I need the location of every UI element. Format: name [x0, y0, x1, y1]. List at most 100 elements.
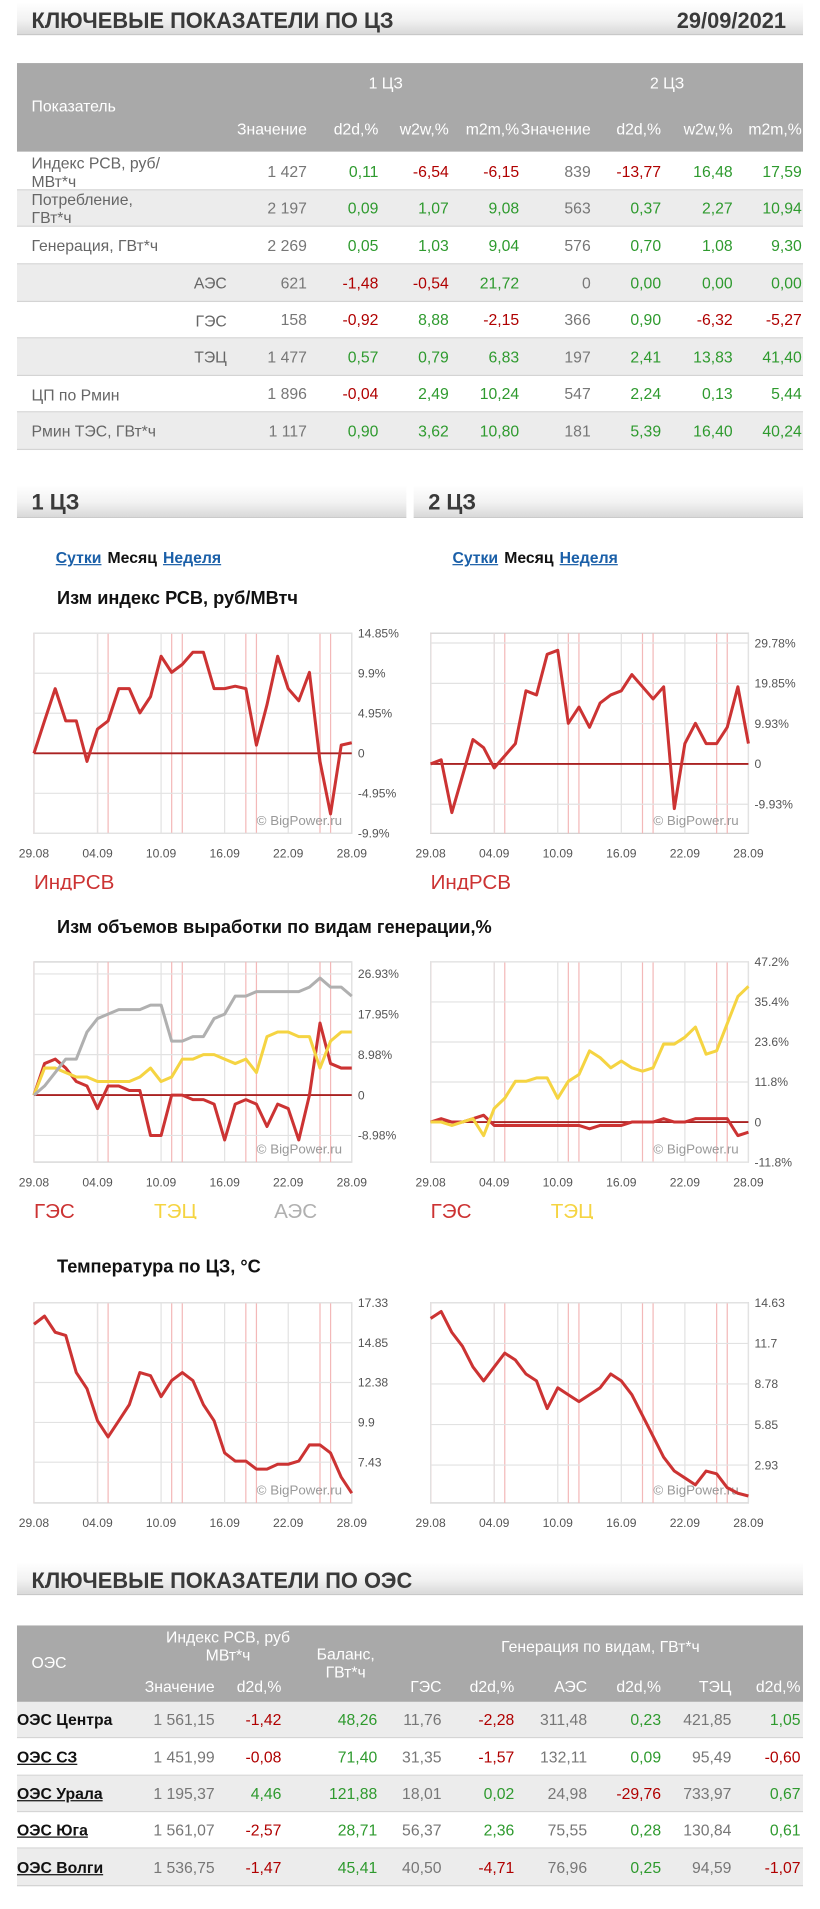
table-cell: 563	[564, 198, 591, 218]
y-tick-label: 0	[754, 1115, 761, 1129]
subcolumn-header: m2m,%	[465, 120, 520, 139]
subcolumn-header: ГЭС	[410, 1677, 442, 1696]
table-cell: -2,57	[245, 1820, 282, 1839]
x-tick-label: 04.09	[82, 1175, 113, 1189]
table-cell: 1 896	[267, 384, 307, 403]
watermark: © BigPower.ru	[257, 813, 342, 828]
table-cell: 0,13	[701, 384, 733, 403]
row-label: АЭС	[193, 274, 227, 293]
group-header: Индекс РСВ, руб МВт*ч	[166, 1627, 291, 1665]
zone-bar: 1 ЦЗ	[16, 485, 407, 518]
table-cell: 31,35	[402, 1747, 442, 1767]
table-cell: 10,24	[479, 384, 520, 403]
x-tick-label: 28.09	[733, 847, 764, 861]
table-cell: 24,98	[547, 1784, 588, 1803]
period-link[interactable]: Сутки	[55, 548, 102, 567]
table-cell: 3,62	[418, 422, 449, 441]
y-tick-label: 23.6%	[754, 1035, 789, 1049]
subcolumn-header: АЭС	[554, 1677, 588, 1696]
table-row	[16, 1738, 804, 1776]
series-line	[32, 1021, 352, 1142]
table-cell: -1,48	[342, 274, 379, 293]
table-cell: -5,27	[765, 310, 802, 329]
table-row	[16, 264, 804, 303]
table-row	[16, 1701, 804, 1739]
table-cell: 1 195,37	[153, 1784, 215, 1803]
table-cell: 1 477	[267, 348, 307, 367]
table-cell: -2,15	[483, 310, 520, 329]
period-link[interactable]: Неделя	[162, 548, 222, 567]
chart: 29.08 04.09 10.09 16.09 22.09 28.09 29.78% 19.8…	[415, 632, 796, 890]
table-cell: 95,49	[691, 1747, 732, 1767]
table-cell: 75,55	[547, 1820, 588, 1839]
y-tick-label: 8.78	[754, 1377, 778, 1391]
y-tick-label: 35.4%	[754, 995, 789, 1009]
group-header: Генерация по видам, ГВт*ч	[501, 1637, 700, 1656]
series-line	[430, 1113, 749, 1138]
x-tick-label: 16.09	[209, 1175, 240, 1189]
legend-label: АЭС	[274, 1200, 317, 1219]
table-cell: 1 427	[267, 162, 307, 181]
table-cell: 11,76	[403, 1710, 442, 1729]
y-tick-label: 11.7	[754, 1337, 777, 1351]
table-cell: 1 536,75	[153, 1858, 215, 1877]
x-tick-label: 04.09	[479, 1175, 510, 1189]
table-cell: 0,25	[630, 1858, 662, 1877]
table-cell: 132,11	[540, 1747, 588, 1767]
subcolumn-header: w2w,%	[399, 120, 449, 139]
table-cell: 16,48	[693, 162, 733, 181]
x-tick-label: 10.09	[146, 1175, 177, 1189]
table-cell: 0,37	[630, 198, 662, 218]
chart: 29.08 04.09 10.09 16.09 22.09 28.09 14.85% 9.9%…	[19, 626, 399, 890]
table-cell: -13,77	[616, 162, 662, 181]
table-cell: 10,80	[479, 422, 520, 441]
table-cell: 17,59	[762, 162, 802, 181]
table-cell: 0,02	[483, 1784, 515, 1803]
x-tick-label: 10.09	[543, 847, 574, 861]
table-cell: 0,57	[347, 348, 379, 367]
oes-name[interactable]: ОЭС Юга	[16, 1820, 88, 1839]
x-tick-label: 04.09	[82, 1516, 113, 1530]
y-tick-label: -4.95%	[358, 787, 397, 801]
table-cell: 13,83	[693, 348, 733, 367]
oes-name: ОЭС Центра	[16, 1710, 113, 1729]
x-tick-label: 22.09	[670, 1516, 701, 1530]
watermark: © BigPower.ru	[653, 813, 738, 828]
table-cell: -29,76	[616, 1784, 662, 1803]
y-tick-label: 14.85%	[358, 626, 399, 640]
subcolumn-header: d2d,%	[469, 1677, 515, 1696]
table-cell: 2,49	[418, 384, 449, 403]
row-label: ТЭЦ	[194, 348, 227, 367]
x-tick-label: 16.09	[606, 1175, 637, 1189]
x-tick-label: 28.09	[733, 1516, 764, 1530]
y-tick-label: 17.33	[358, 1296, 389, 1310]
table-cell: 0,70	[630, 236, 662, 255]
period-link[interactable]: Неделя	[559, 548, 618, 567]
x-tick-label: 10.09	[146, 847, 177, 861]
x-tick-label: 04.09	[479, 1516, 510, 1530]
y-tick-label: 29.78%	[754, 636, 795, 650]
table-cell: 94,59	[691, 1858, 732, 1877]
y-tick-label: 4.95%	[358, 707, 393, 721]
title-bar-2: КЛЮЧЕВЫЕ ПОКАЗАТЕЛИ ПО ОЭС	[16, 1562, 804, 1596]
subcolumn-header: d2d,%	[616, 1677, 662, 1696]
table-row	[16, 1812, 804, 1849]
table-header	[16, 1625, 804, 1702]
table-row	[16, 412, 804, 451]
table-cell: 0,05	[347, 236, 379, 255]
table-row	[16, 190, 804, 227]
subcolumn-header: d2d,%	[333, 120, 379, 139]
table-cell: 0,90	[630, 310, 662, 329]
oes-name[interactable]: ОЭС Волги	[16, 1858, 104, 1877]
chart: 29.08 04.09 10.09 16.09 22.09 28.09 14.63 11.7 8…	[415, 1296, 785, 1530]
oes-name[interactable]: ОЭС СЗ	[16, 1747, 78, 1767]
x-tick-label: 22.09	[670, 847, 701, 861]
chart-title: Изм объемов выработки по видам генерации…	[57, 917, 492, 938]
x-tick-label: 29.08	[415, 1516, 446, 1530]
table-cell: -0,60	[764, 1747, 801, 1767]
period-link[interactable]: Сутки	[452, 548, 499, 567]
oes-name[interactable]: ОЭС Урала	[16, 1784, 103, 1803]
table-header	[16, 63, 804, 152]
y-tick-label: 9.9	[358, 1416, 375, 1430]
y-tick-label: 8.98%	[358, 1048, 393, 1062]
